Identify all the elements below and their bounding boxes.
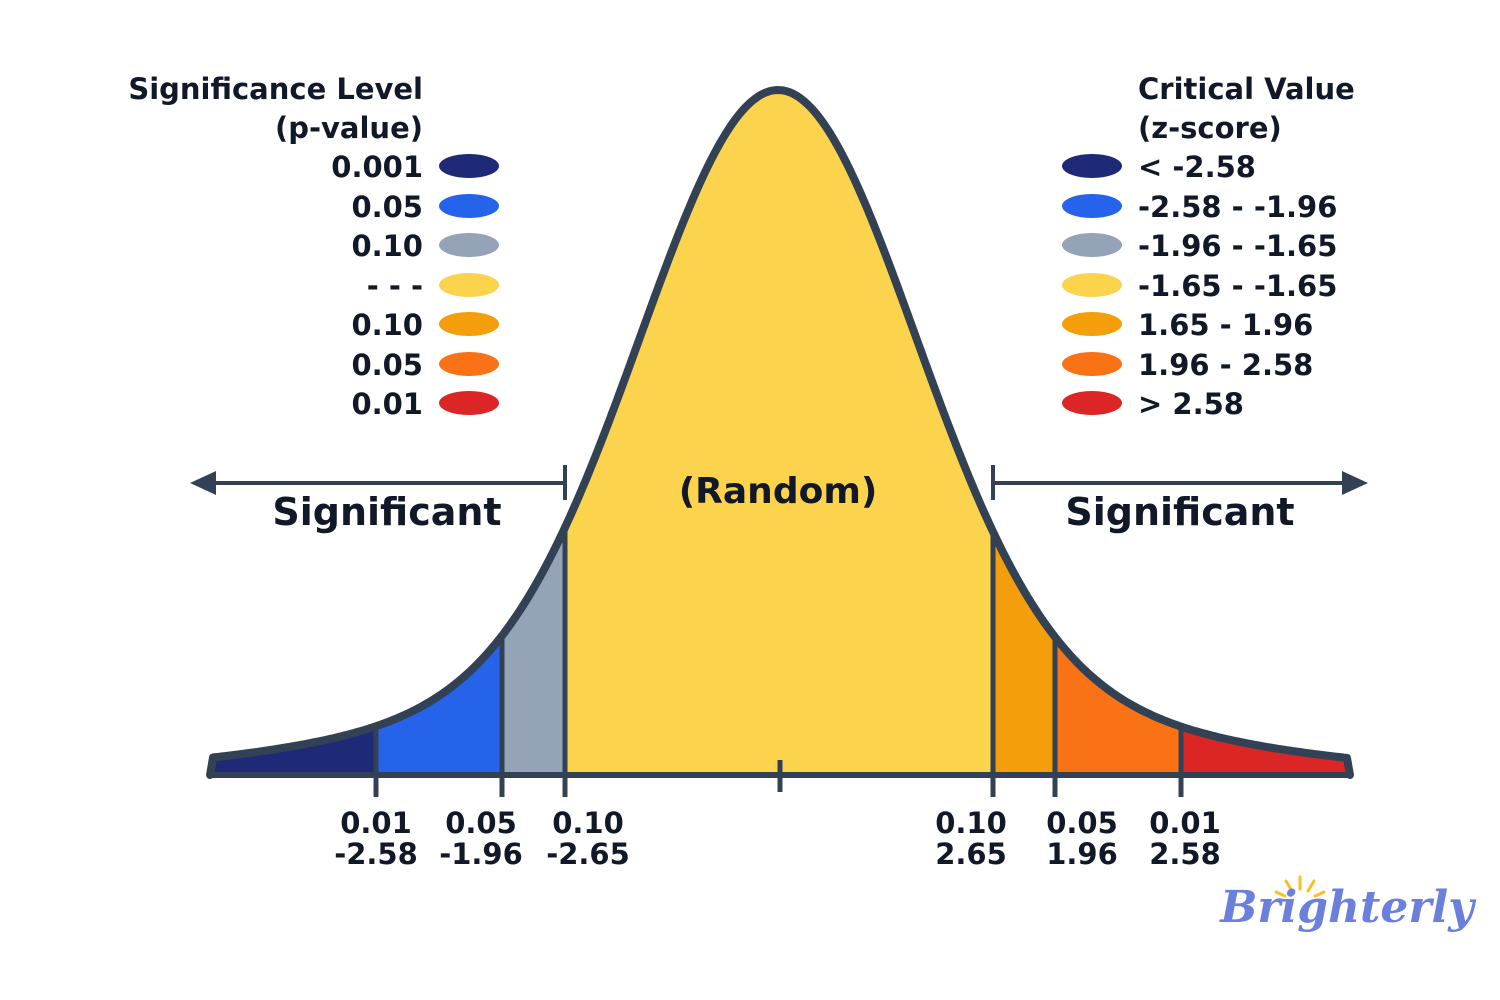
legend-swatch xyxy=(439,233,499,257)
left-legend-label: 0.10 xyxy=(351,229,423,263)
legend-swatch xyxy=(1062,154,1122,178)
right-legend-label: -2.58 - -1.96 xyxy=(1138,190,1337,224)
right-legend-label: -1.96 - -1.65 xyxy=(1138,229,1337,263)
right-legend-item: -2.58 - -1.96 xyxy=(1062,190,1337,224)
z-score-label: -2.58 xyxy=(334,837,418,871)
left-legend-label: 0.001 xyxy=(331,150,423,184)
left-significant-arrow xyxy=(190,465,567,500)
critical-value-label: 0.051.96 xyxy=(1046,806,1118,871)
legend-swatch xyxy=(439,391,499,415)
band-2.58-1.96 xyxy=(376,90,502,775)
z-score-label: 2.65 xyxy=(935,837,1007,871)
left-legend-label: - - - xyxy=(367,269,423,303)
right-legend-label: 1.65 - 1.96 xyxy=(1138,308,1313,342)
right-legend-label: 1.96 - 2.58 xyxy=(1138,348,1313,382)
left-legend-item: 0.001 xyxy=(331,150,499,184)
left-significant-label: Significant xyxy=(272,490,501,534)
p-value-label: 0.05 xyxy=(1046,806,1118,840)
left-legend: 0.001 0.05 0.10 - - - 0.10 0.05 0.01 xyxy=(331,150,499,421)
right-legend-item: < -2.58 xyxy=(1062,150,1256,184)
legend-swatch xyxy=(439,273,499,297)
z-score-label: -2.65 xyxy=(546,837,630,871)
z-score-label: 2.58 xyxy=(1149,837,1221,871)
left-legend-title: Significance Level xyxy=(128,72,423,106)
legend-swatch xyxy=(1062,194,1122,218)
random-label: (Random) xyxy=(679,471,878,512)
curve-bands xyxy=(210,90,1350,775)
z-score-label: -1.96 xyxy=(439,837,523,871)
p-value-label: 0.01 xyxy=(340,806,412,840)
legend-swatch xyxy=(439,154,499,178)
right-legend-item: -1.65 - -1.65 xyxy=(1062,269,1337,303)
band-random xyxy=(565,90,993,775)
left-legend-label: 0.05 xyxy=(351,348,423,382)
p-value-label: 0.10 xyxy=(935,806,1007,840)
band-1.96-1.65 xyxy=(502,90,565,775)
legend-swatch xyxy=(1062,352,1122,376)
band-below-2.58 xyxy=(210,90,376,775)
right-legend-item: -1.96 - -1.65 xyxy=(1062,229,1337,263)
right-significant-label: Significant xyxy=(1065,490,1294,534)
legend-swatch xyxy=(439,312,499,336)
right-legend-title: Critical Value xyxy=(1138,72,1355,106)
critical-value-label: 0.10-2.65 xyxy=(546,806,630,871)
axis-labels: 0.01-2.580.05-1.960.10-2.650.102.650.051… xyxy=(334,806,1221,871)
left-legend-label: 0.01 xyxy=(351,387,423,421)
critical-value-label: 0.102.65 xyxy=(935,806,1007,871)
logo-text: Brighterly xyxy=(1218,882,1477,933)
sun-icon xyxy=(1274,875,1326,898)
critical-value-label: 0.01-2.58 xyxy=(334,806,418,871)
left-legend-label: 0.05 xyxy=(351,190,423,224)
legend-swatch xyxy=(1062,312,1122,336)
left-legend-item: 0.01 xyxy=(351,387,499,421)
legend-swatch xyxy=(1062,233,1122,257)
left-legend-item: - - - xyxy=(367,269,499,303)
legend-swatch xyxy=(439,194,499,218)
right-legend: < -2.58 -2.58 - -1.96 -1.96 - -1.65 -1.65 -… xyxy=(1062,150,1337,421)
left-legend-item: 0.10 xyxy=(351,229,499,263)
p-value-label: 0.10 xyxy=(552,806,624,840)
left-legend-subtitle: (p-value) xyxy=(275,111,423,145)
critical-value-label: 0.05-1.96 xyxy=(439,806,523,871)
z-score-label: 1.96 xyxy=(1046,837,1118,871)
left-legend-item: 0.05 xyxy=(351,190,499,224)
band-1.65-1.96 xyxy=(993,90,1055,775)
band-1.96-2.58 xyxy=(1055,90,1181,775)
left-legend-item: 0.05 xyxy=(351,348,499,382)
right-legend-item: 1.96 - 2.58 xyxy=(1062,348,1313,382)
band-dividers xyxy=(373,527,1184,797)
right-legend-label: < -2.58 xyxy=(1138,150,1256,184)
right-legend-subtitle: (z-score) xyxy=(1138,111,1282,145)
legend-swatch xyxy=(1062,391,1122,415)
right-significant-arrow xyxy=(991,465,1368,500)
right-legend-item: 1.65 - 1.96 xyxy=(1062,308,1313,342)
band-above-2.58 xyxy=(1181,90,1350,775)
left-legend-label: 0.10 xyxy=(351,308,423,342)
critical-value-label: 0.012.58 xyxy=(1149,806,1221,871)
right-legend-label: > 2.58 xyxy=(1138,387,1244,421)
bell-curve-outline xyxy=(206,86,1354,779)
legend-swatch xyxy=(1062,273,1122,297)
right-legend-label: -1.65 - -1.65 xyxy=(1138,269,1337,303)
p-value-label: 0.01 xyxy=(1149,806,1221,840)
brighterly-logo: Brighterly xyxy=(1218,875,1477,933)
p-value-label: 0.05 xyxy=(445,806,517,840)
left-legend-item: 0.10 xyxy=(351,308,499,342)
legend-swatch xyxy=(439,352,499,376)
right-legend-item: > 2.58 xyxy=(1062,387,1244,421)
